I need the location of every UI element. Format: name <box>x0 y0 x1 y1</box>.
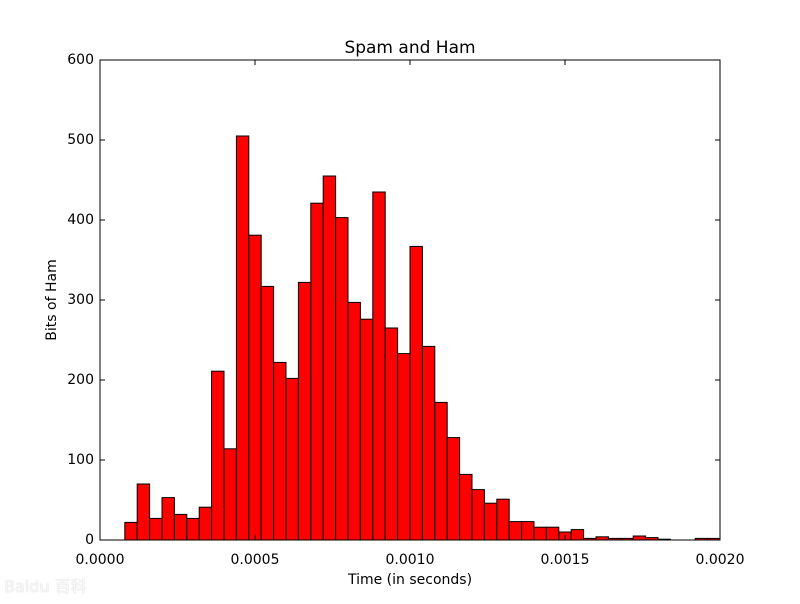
x-tick-label: 0.0020 <box>696 552 745 568</box>
histogram-bar <box>273 361 287 541</box>
histogram-bar <box>285 377 299 541</box>
histogram-bar <box>483 502 498 541</box>
y-tick-label: 100 <box>67 452 94 468</box>
histogram-bar <box>260 285 275 541</box>
x-tick-label: 0.0015 <box>541 552 590 568</box>
histogram-bar <box>533 526 547 541</box>
y-tick-label: 200 <box>67 372 94 388</box>
chart-title: Spam and Ham <box>344 38 475 58</box>
histogram-bar <box>359 318 374 541</box>
histogram-bar <box>297 281 312 541</box>
histogram-bar <box>124 521 138 541</box>
histogram-bar <box>161 497 175 541</box>
histogram-bar <box>570 529 585 541</box>
histogram-bar <box>347 301 361 541</box>
histogram-bar <box>248 234 262 541</box>
watermark: Baidu 百科 <box>4 577 87 596</box>
y-axis-label: Bits of Ham <box>44 259 60 340</box>
histogram-bar <box>471 489 485 541</box>
x-tick-label: 0.0010 <box>386 552 435 568</box>
y-tick-label: 0 <box>85 532 94 548</box>
histogram-bar <box>508 521 523 541</box>
histogram-bar <box>384 327 399 541</box>
histogram-bar <box>434 401 448 541</box>
y-tick-label: 400 <box>67 212 94 228</box>
y-tick-label: 500 <box>67 132 94 148</box>
histogram-bar <box>496 498 510 541</box>
histogram-bar <box>173 513 188 541</box>
histogram-bar <box>521 521 535 541</box>
histogram-bar <box>235 135 250 541</box>
y-tick-label: 600 <box>67 52 94 68</box>
histogram-bar <box>409 245 423 541</box>
x-tick-label: 0.0000 <box>76 552 125 568</box>
histogram-bar <box>545 526 560 541</box>
histogram-bar <box>136 483 151 541</box>
histogram-bar <box>149 517 163 541</box>
y-tick-label: 300 <box>67 292 94 308</box>
histogram-bar <box>459 473 473 541</box>
histogram-bar <box>310 202 324 541</box>
histogram-bar <box>446 437 461 541</box>
histogram-bar <box>372 191 386 541</box>
histogram-bar <box>198 506 213 541</box>
x-tick-label: 0.0005 <box>231 552 280 568</box>
histogram-bar <box>632 535 647 541</box>
histogram-bar <box>186 517 200 541</box>
histogram-bar <box>322 175 337 541</box>
histogram-bar <box>211 370 225 541</box>
histogram-bar <box>397 353 411 541</box>
x-axis-label: Time (in seconds) <box>347 572 472 588</box>
histogram-bar <box>421 345 436 541</box>
histogram-bar <box>335 217 349 541</box>
histogram-bar <box>223 448 237 541</box>
